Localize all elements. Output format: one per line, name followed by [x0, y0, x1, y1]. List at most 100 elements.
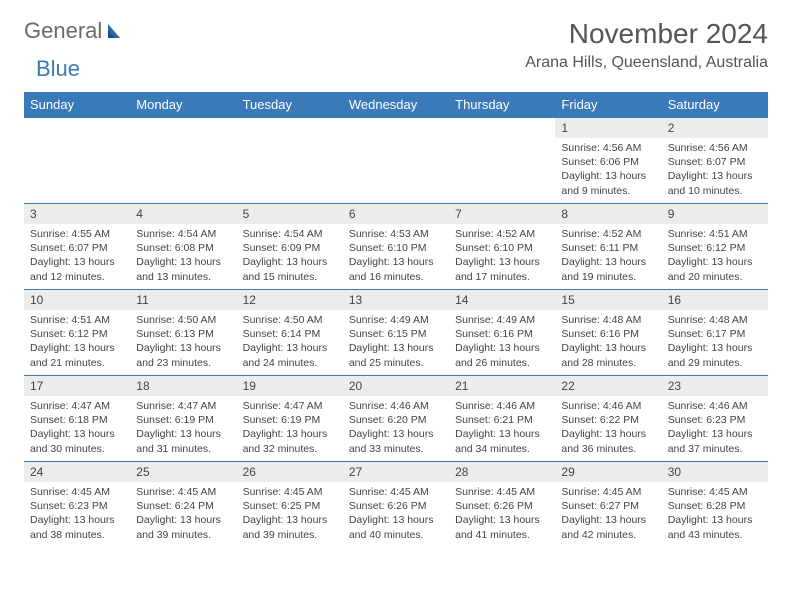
day-data: Sunrise: 4:54 AMSunset: 6:08 PMDaylight:…: [130, 224, 236, 288]
day-number: 7: [449, 204, 555, 224]
sunset-text: Sunset: 6:15 PM: [349, 327, 443, 341]
calendar-day-cell: [449, 118, 555, 204]
calendar-day-cell: 5Sunrise: 4:54 AMSunset: 6:09 PMDaylight…: [237, 204, 343, 290]
calendar-day-cell: 22Sunrise: 4:46 AMSunset: 6:22 PMDayligh…: [555, 376, 661, 462]
day-number: [24, 118, 130, 124]
daylight-text: Daylight: 13 hours and 33 minutes.: [349, 427, 443, 455]
daylight-text: Daylight: 13 hours and 29 minutes.: [668, 341, 762, 369]
sunset-text: Sunset: 6:11 PM: [561, 241, 655, 255]
daylight-text: Daylight: 13 hours and 28 minutes.: [561, 341, 655, 369]
day-number: 18: [130, 376, 236, 396]
day-number: 30: [662, 462, 768, 482]
sunrise-text: Sunrise: 4:50 AM: [136, 313, 230, 327]
calendar-day-cell: 14Sunrise: 4:49 AMSunset: 6:16 PMDayligh…: [449, 290, 555, 376]
day-number: 22: [555, 376, 661, 396]
day-data: Sunrise: 4:45 AMSunset: 6:27 PMDaylight:…: [555, 482, 661, 546]
day-data: Sunrise: 4:46 AMSunset: 6:22 PMDaylight:…: [555, 396, 661, 460]
day-number: 15: [555, 290, 661, 310]
sunrise-text: Sunrise: 4:45 AM: [561, 485, 655, 499]
day-header: Tuesday: [237, 92, 343, 118]
day-header: Monday: [130, 92, 236, 118]
sunset-text: Sunset: 6:07 PM: [668, 155, 762, 169]
calendar-day-cell: [237, 118, 343, 204]
sunrise-text: Sunrise: 4:46 AM: [349, 399, 443, 413]
sunset-text: Sunset: 6:10 PM: [349, 241, 443, 255]
calendar-day-cell: [343, 118, 449, 204]
day-number: 10: [24, 290, 130, 310]
day-number: 27: [343, 462, 449, 482]
calendar-week-row: 17Sunrise: 4:47 AMSunset: 6:18 PMDayligh…: [24, 376, 768, 462]
calendar-table: Sunday Monday Tuesday Wednesday Thursday…: [24, 92, 768, 548]
logo: General: [24, 18, 128, 44]
day-number: 2: [662, 118, 768, 138]
day-number: 19: [237, 376, 343, 396]
day-data: Sunrise: 4:48 AMSunset: 6:17 PMDaylight:…: [662, 310, 768, 374]
day-number: 24: [24, 462, 130, 482]
sunset-text: Sunset: 6:24 PM: [136, 499, 230, 513]
calendar-day-cell: 25Sunrise: 4:45 AMSunset: 6:24 PMDayligh…: [130, 462, 236, 548]
day-number: 4: [130, 204, 236, 224]
daylight-text: Daylight: 13 hours and 23 minutes.: [136, 341, 230, 369]
sunset-text: Sunset: 6:09 PM: [243, 241, 337, 255]
daylight-text: Daylight: 13 hours and 17 minutes.: [455, 255, 549, 283]
daylight-text: Daylight: 13 hours and 36 minutes.: [561, 427, 655, 455]
calendar-week-row: 1Sunrise: 4:56 AMSunset: 6:06 PMDaylight…: [24, 118, 768, 204]
calendar-day-cell: 23 Sunrise: 4:46 AMSunset: 6:23 PMDayligh…: [662, 376, 768, 462]
sunset-text: Sunset: 6:23 PM: [668, 413, 762, 427]
calendar-day-cell: 8Sunrise: 4:52 AMSunset: 6:11 PMDaylight…: [555, 204, 661, 290]
sunset-text: Sunset: 6:13 PM: [136, 327, 230, 341]
day-data: Sunrise: 4:45 AMSunset: 6:28 PMDaylight:…: [662, 482, 768, 546]
day-data: Sunrise: 4:52 AMSunset: 6:11 PMDaylight:…: [555, 224, 661, 288]
sunrise-text: Sunrise: 4:51 AM: [30, 313, 124, 327]
sunset-text: Sunset: 6:19 PM: [136, 413, 230, 427]
day-data: Sunrise: 4:47 AMSunset: 6:19 PMDaylight:…: [130, 396, 236, 460]
daylight-text: Daylight: 13 hours and 32 minutes.: [243, 427, 337, 455]
sunrise-text: Sunrise: 4:46 AM: [668, 399, 762, 413]
logo-text-general: General: [24, 18, 102, 44]
calendar-day-cell: 7Sunrise: 4:52 AMSunset: 6:10 PMDaylight…: [449, 204, 555, 290]
daylight-text: Daylight: 13 hours and 39 minutes.: [243, 513, 337, 541]
day-number: 21: [449, 376, 555, 396]
daylight-text: Daylight: 13 hours and 24 minutes.: [243, 341, 337, 369]
sunrise-text: Sunrise: 4:50 AM: [243, 313, 337, 327]
calendar-day-cell: 19Sunrise: 4:47 AMSunset: 6:19 PMDayligh…: [237, 376, 343, 462]
sunset-text: Sunset: 6:17 PM: [668, 327, 762, 341]
calendar-day-cell: 16Sunrise: 4:48 AMSunset: 6:17 PMDayligh…: [662, 290, 768, 376]
day-number: 23: [662, 376, 768, 396]
sunrise-text: Sunrise: 4:45 AM: [668, 485, 762, 499]
sunset-text: Sunset: 6:21 PM: [455, 413, 549, 427]
calendar-day-cell: 28Sunrise: 4:45 AMSunset: 6:26 PMDayligh…: [449, 462, 555, 548]
calendar-day-cell: 29Sunrise: 4:45 AMSunset: 6:27 PMDayligh…: [555, 462, 661, 548]
sunset-text: Sunset: 6:28 PM: [668, 499, 762, 513]
sunset-text: Sunset: 6:06 PM: [561, 155, 655, 169]
day-number: 17: [24, 376, 130, 396]
sunset-text: Sunset: 6:19 PM: [243, 413, 337, 427]
day-header: Sunday: [24, 92, 130, 118]
sunrise-text: Sunrise: 4:53 AM: [349, 227, 443, 241]
daylight-text: Daylight: 13 hours and 43 minutes.: [668, 513, 762, 541]
calendar-day-cell: 3Sunrise: 4:55 AMSunset: 6:07 PMDaylight…: [24, 204, 130, 290]
daylight-text: Daylight: 13 hours and 16 minutes.: [349, 255, 443, 283]
daylight-text: Daylight: 13 hours and 19 minutes.: [561, 255, 655, 283]
month-title: November 2024: [525, 18, 768, 50]
sunset-text: Sunset: 6:08 PM: [136, 241, 230, 255]
day-number: [343, 118, 449, 124]
sunset-text: Sunset: 6:26 PM: [455, 499, 549, 513]
sunrise-text: Sunrise: 4:55 AM: [30, 227, 124, 241]
sunrise-text: Sunrise: 4:45 AM: [136, 485, 230, 499]
calendar-day-cell: 30Sunrise: 4:45 AMSunset: 6:28 PMDayligh…: [662, 462, 768, 548]
daylight-text: Daylight: 13 hours and 37 minutes.: [668, 427, 762, 455]
daylight-text: Daylight: 13 hours and 10 minutes.: [668, 169, 762, 197]
day-data: Sunrise: 4:49 AMSunset: 6:15 PMDaylight:…: [343, 310, 449, 374]
sunrise-text: Sunrise: 4:52 AM: [455, 227, 549, 241]
day-data: Sunrise: 4:47 AMSunset: 6:18 PMDaylight:…: [24, 396, 130, 460]
daylight-text: Daylight: 13 hours and 21 minutes.: [30, 341, 124, 369]
day-data: Sunrise: 4:51 AMSunset: 6:12 PMDaylight:…: [24, 310, 130, 374]
sunrise-text: Sunrise: 4:49 AM: [455, 313, 549, 327]
sunset-text: Sunset: 6:23 PM: [30, 499, 124, 513]
day-data: Sunrise: 4:46 AMSunset: 6:21 PMDaylight:…: [449, 396, 555, 460]
sunset-text: Sunset: 6:12 PM: [30, 327, 124, 341]
day-number: 11: [130, 290, 236, 310]
day-number: 26: [237, 462, 343, 482]
sunrise-text: Sunrise: 4:56 AM: [561, 141, 655, 155]
